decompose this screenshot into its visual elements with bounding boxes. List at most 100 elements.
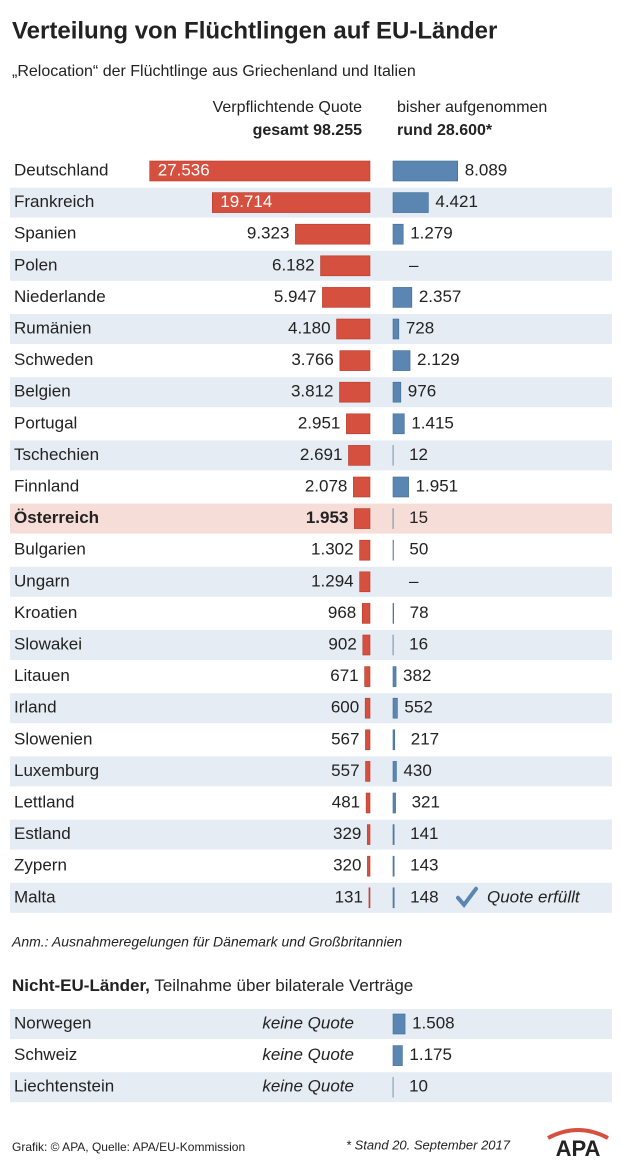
category-label: Lettland (14, 792, 75, 811)
bar (359, 571, 371, 593)
stand: * Stand 20. September 2017 (346, 1137, 511, 1152)
category-label: Polen (14, 255, 57, 274)
value-label: 1.508 (412, 1013, 455, 1032)
value-label: 15 (409, 508, 428, 527)
row-background (10, 630, 612, 660)
bar (361, 603, 371, 624)
value-label: 968 (328, 603, 356, 622)
bar (362, 634, 371, 656)
bar (354, 508, 371, 529)
category-label: Irland (14, 698, 57, 717)
category-label: Finnland (14, 476, 79, 495)
row-background (10, 250, 612, 281)
bar (359, 539, 371, 561)
bar (392, 603, 394, 624)
category-label: Bulgarien (14, 540, 86, 559)
value-label: 1.279 (410, 224, 453, 243)
quota-label: keine Quote (262, 1013, 354, 1032)
series-total: rund 28.600* (397, 122, 493, 139)
value-label: 8.089 (465, 160, 508, 179)
section-title: Nicht-EU-Länder, Teilnahme über bilatera… (12, 976, 413, 995)
value-label: 329 (333, 824, 361, 843)
note: Anm.: Ausnahmeregelungen für Dänemark un… (11, 934, 402, 950)
value-label: 552 (404, 698, 432, 717)
bar (392, 855, 395, 877)
value-label: 4.421 (435, 192, 478, 211)
value-label: 671 (330, 666, 358, 685)
value-label: 131 (335, 887, 363, 906)
category-label: Slowenien (14, 729, 92, 748)
value-label: 143 (410, 856, 438, 875)
section-subtitle: Teilnahme über bilaterale Verträge (154, 976, 413, 995)
category-label: Litauen (14, 666, 70, 685)
category-label: Slowakei (14, 634, 82, 653)
value-label: 600 (331, 698, 359, 717)
bar (392, 792, 396, 814)
value-label: 78 (410, 603, 429, 622)
category-label: Tschechien (14, 445, 99, 464)
category-label: Schweden (14, 350, 93, 369)
bar (322, 287, 371, 308)
value-label: 1.415 (411, 413, 454, 432)
row-background (10, 1072, 612, 1103)
value-label: 148 (410, 887, 438, 906)
bar (295, 223, 371, 245)
category-label: Norwegen (14, 1013, 92, 1032)
value-label: 217 (411, 729, 439, 748)
value-label: 16 (409, 634, 428, 653)
bar (392, 413, 405, 435)
category-label: Deutschland (14, 160, 109, 179)
category-label: Kroatien (14, 603, 77, 622)
row-background (10, 819, 612, 850)
value-label: 1.953 (306, 508, 349, 527)
value-label: 3.812 (291, 382, 334, 401)
bar (392, 887, 395, 909)
value-label: 320 (333, 856, 361, 875)
bar (348, 445, 371, 466)
value-label: 50 (409, 540, 428, 559)
bar (392, 318, 400, 340)
bar (364, 666, 371, 687)
value-label: 567 (331, 729, 359, 748)
value-label: 2.078 (305, 476, 348, 495)
category-label: Frankreich (14, 192, 94, 211)
chart-title: Verteilung von Flüchtlingen auf EU-Lände… (12, 17, 497, 44)
category-label: Rumänien (14, 318, 92, 337)
category-label: Belgien (14, 382, 71, 401)
bar (392, 192, 429, 213)
bar (353, 476, 371, 498)
category-label: Malta (14, 887, 56, 906)
row-background (10, 693, 612, 724)
bar (367, 824, 371, 845)
bar (320, 255, 371, 277)
value-label: 1.302 (311, 540, 354, 559)
bar (392, 697, 398, 719)
value-label: 141 (410, 824, 438, 843)
value-label: 902 (328, 634, 356, 653)
bar (339, 350, 371, 371)
value-label: 1.175 (409, 1045, 452, 1064)
value-label: 9.323 (247, 224, 290, 243)
section-title-bold: Nicht-EU-Länder, (12, 976, 150, 995)
value-label: – (409, 571, 419, 590)
row-background (10, 882, 612, 913)
quota-label: keine Quote (262, 1045, 354, 1064)
value-label: 2.691 (300, 445, 343, 464)
value-label: 430 (403, 761, 431, 780)
category-label: Österreich (14, 508, 99, 527)
bar (392, 1013, 406, 1035)
source: Grafik: © APA, Quelle: APA/EU-Kommission (12, 1140, 245, 1154)
bar (392, 287, 413, 308)
value-label: 2.129 (417, 350, 460, 369)
bar (364, 697, 371, 719)
value-label: 976 (408, 382, 436, 401)
logo-arc (547, 1128, 609, 1140)
row-background (10, 377, 612, 408)
row-background (10, 566, 612, 597)
value-label: – (409, 255, 419, 274)
category-label: Liechtenstein (14, 1077, 114, 1096)
value-label: 2.357 (419, 287, 462, 306)
category-label: Zypern (14, 856, 67, 875)
row-background (10, 503, 612, 534)
